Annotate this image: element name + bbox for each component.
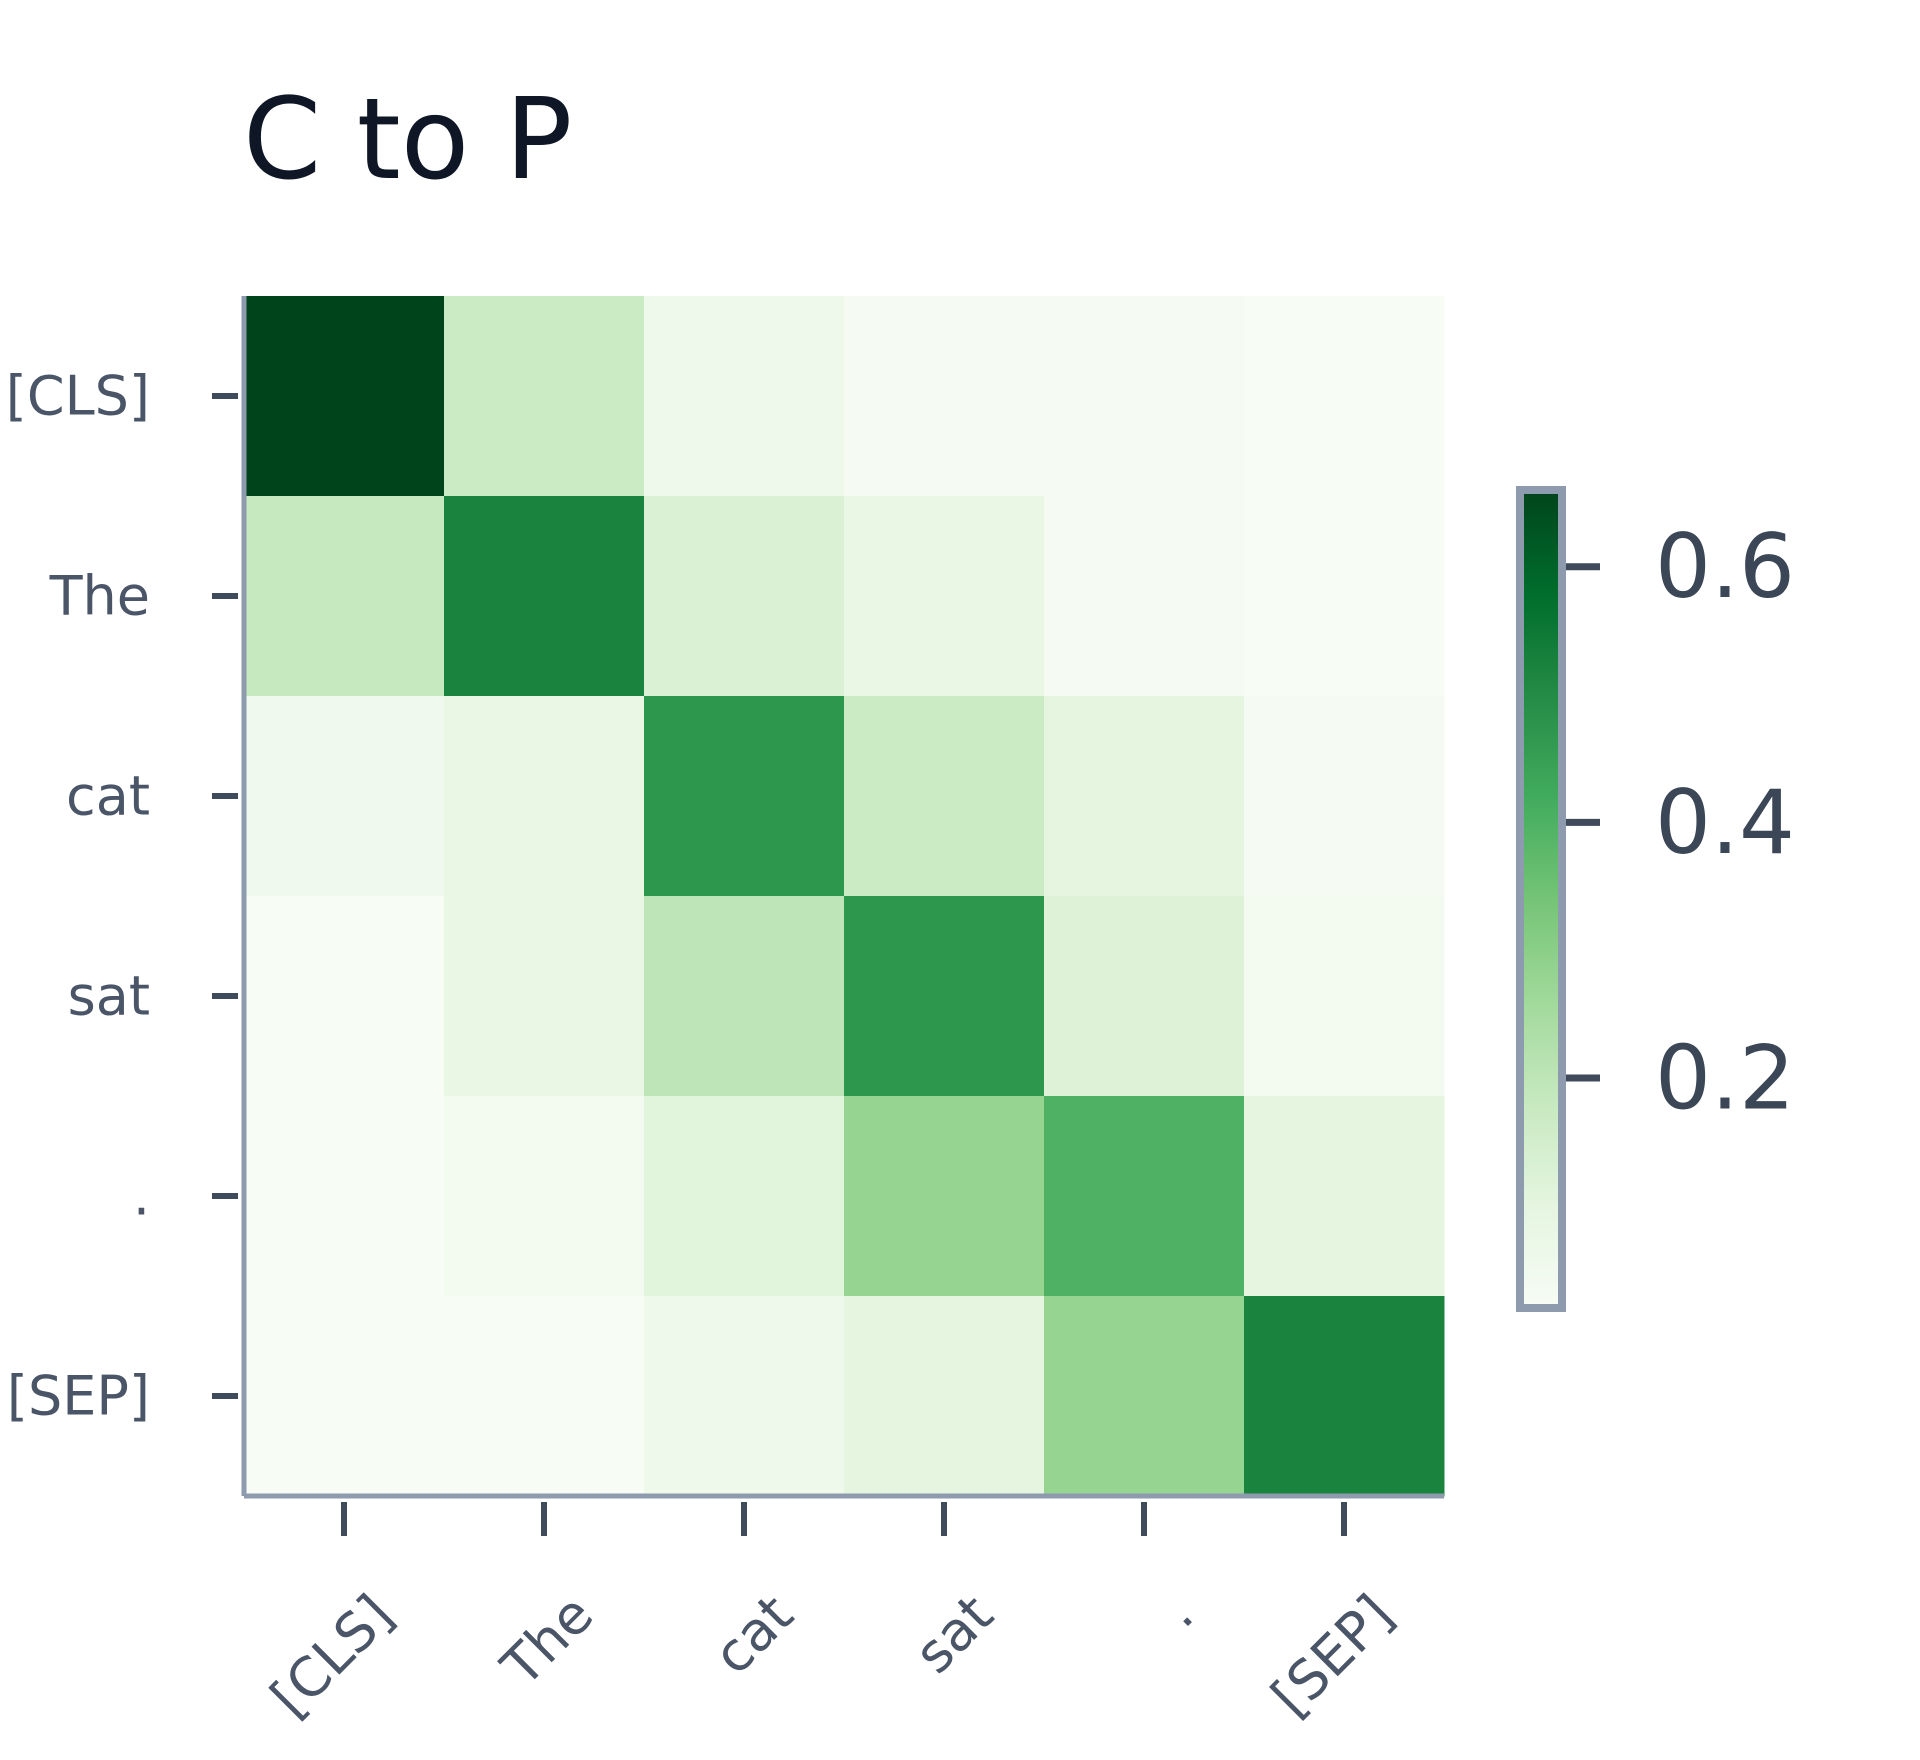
- heatmap-cell: [244, 696, 445, 897]
- heatmap-cell: [844, 896, 1045, 1097]
- colorbar-ticks: 0.2 0.4 0.6: [1566, 515, 1795, 1129]
- heatmap-cell: [1244, 296, 1445, 497]
- heatmap-cell: [844, 296, 1045, 497]
- heatmap-cell: [444, 1296, 645, 1497]
- heatmap-cell: [644, 1096, 845, 1297]
- y-tick-label: cat: [66, 765, 150, 828]
- heatmap-cell: [644, 696, 845, 897]
- heatmap-cell: [644, 296, 845, 497]
- y-tick-label: [CLS]: [6, 365, 150, 428]
- y-tick-label: The: [49, 565, 150, 628]
- colorbar-tick-label: 0.2: [1655, 1026, 1795, 1129]
- heatmap-cell: [644, 496, 845, 697]
- heatmap-cell: [644, 896, 845, 1097]
- heatmap-cell: [1044, 1096, 1245, 1297]
- heatmap-cells: [244, 296, 1445, 1497]
- heatmap-cell: [1044, 1296, 1245, 1497]
- heatmap-cell: [1244, 696, 1445, 897]
- heatmap-cell: [844, 696, 1045, 897]
- heatmap-axes: [241, 296, 1444, 1499]
- x-tick-label: [SEP]: [1259, 1583, 1405, 1729]
- heatmap-cell: [444, 696, 645, 897]
- heatmap-cell: [1044, 896, 1245, 1097]
- y-tick-label: [SEP]: [7, 1365, 150, 1428]
- heatmap-cell: [1244, 496, 1445, 697]
- y-tick-label: sat: [68, 965, 150, 1028]
- heatmap-cell: [244, 1296, 445, 1497]
- heatmap-cell: [244, 296, 445, 497]
- x-tick-label: sat: [902, 1583, 1005, 1686]
- colorbar-gradient: [1516, 486, 1566, 1312]
- colorbar-tick-label: 0.4: [1655, 771, 1795, 874]
- chart-title: C to P: [243, 75, 572, 205]
- colorbar-tick-label: 0.6: [1655, 515, 1795, 618]
- heatmap-cell: [444, 896, 645, 1097]
- x-tick-label: [CLS]: [259, 1583, 406, 1730]
- x-tick-label: The: [489, 1583, 605, 1699]
- heatmap-cell: [1244, 1096, 1445, 1297]
- heatmap-cell: [844, 496, 1045, 697]
- heatmap-cell: [444, 296, 645, 497]
- y-tick-label: .: [133, 1165, 150, 1228]
- heatmap-cell: [1044, 496, 1245, 697]
- heatmap-cell: [1044, 696, 1245, 897]
- x-tick-label: cat: [701, 1583, 805, 1687]
- x-tick-label: .: [1149, 1583, 1206, 1640]
- heatmap-cell: [644, 1296, 845, 1497]
- heatmap-cell: [244, 496, 445, 697]
- heatmap-cell: [844, 1296, 1045, 1497]
- heatmap-cell: [844, 1096, 1045, 1297]
- heatmap-cell: [1244, 1296, 1445, 1497]
- y-axis-ticks: [CLS] The cat sat. [SEP]: [6, 365, 238, 1428]
- heatmap-cell: [444, 496, 645, 697]
- heatmap-cell: [244, 1096, 445, 1297]
- x-axis-ticks: [CLS] The cat sat. [SEP]: [259, 1502, 1405, 1730]
- heatmap-cell: [444, 1096, 645, 1297]
- heatmap-cell: [1044, 296, 1245, 497]
- heatmap-cell: [244, 896, 445, 1097]
- heatmap-cell: [1244, 896, 1445, 1097]
- colorbar: 0.2 0.4 0.6: [1516, 486, 1795, 1312]
